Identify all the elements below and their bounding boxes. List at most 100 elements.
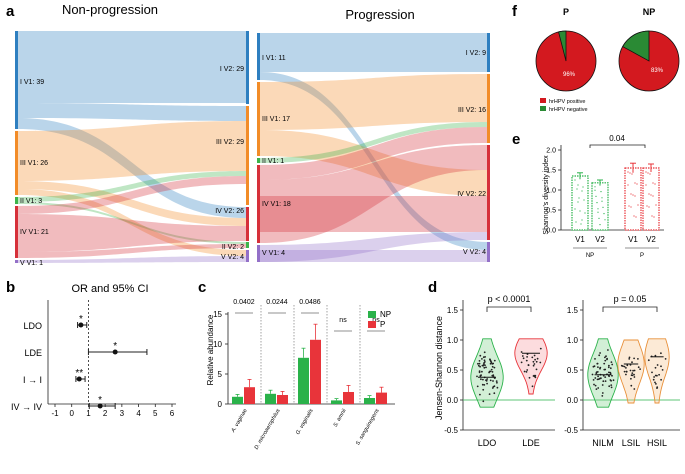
bar-e-dot xyxy=(577,184,579,186)
violin-point xyxy=(625,370,628,373)
bar-c-x-label: A. vaginae xyxy=(230,408,249,434)
violin-point xyxy=(481,383,484,386)
violin-body xyxy=(587,338,619,408)
bar-e-dot xyxy=(632,194,634,196)
violin-point xyxy=(660,352,662,355)
violin-bracket-left xyxy=(486,306,532,312)
violin-point xyxy=(492,380,494,382)
violin-point xyxy=(603,362,606,365)
bar-e-tick-label: 1.5 xyxy=(546,168,556,175)
violin-point xyxy=(633,373,635,376)
pie-slices xyxy=(535,30,680,92)
bar-e-dot xyxy=(597,211,599,213)
violin-point xyxy=(609,367,612,370)
violin-point xyxy=(625,367,627,369)
bar-e-dot xyxy=(648,206,650,208)
sankey-node-label: II V1: 1 xyxy=(262,158,284,165)
violin-point xyxy=(595,372,598,375)
sankey-node xyxy=(257,33,260,80)
forest-tick-label: -1 xyxy=(51,409,59,418)
bar-c-bar xyxy=(265,393,276,404)
forest-tick-label: 3 xyxy=(120,409,125,418)
violin-point xyxy=(520,361,523,364)
violin-point xyxy=(488,393,491,395)
sankey-flow xyxy=(18,181,246,226)
sankey-flow xyxy=(260,130,487,196)
violin-body xyxy=(617,339,645,404)
hpv-pie-charts: P NP 96% 83% hrHPV positive hrHPV negati… xyxy=(535,7,680,113)
bar-e-tick-label: 2.0 xyxy=(546,148,556,155)
violin-point xyxy=(623,365,626,368)
violin-point xyxy=(493,359,496,362)
bar-e-dot xyxy=(648,193,650,195)
bar-e-group-label: NP xyxy=(586,253,594,259)
panel-label-f: f xyxy=(512,3,518,20)
bar-c-bar xyxy=(277,395,288,404)
bar-c-tick-label: 10 xyxy=(213,340,222,349)
violin-point xyxy=(491,362,494,365)
violin-point xyxy=(604,376,607,378)
violin-ylabel: Jensen-Shannon distance xyxy=(434,316,444,420)
violin-point xyxy=(625,373,627,376)
bar-c-bar xyxy=(376,392,387,404)
violin-point xyxy=(652,378,655,381)
violin-point xyxy=(651,371,653,374)
sankey-flow xyxy=(18,202,246,244)
bar-e-dot xyxy=(655,204,657,206)
sankey-flow xyxy=(260,122,487,163)
violin-point xyxy=(622,365,624,367)
legend-swatch-np xyxy=(368,311,376,318)
violin-point xyxy=(533,363,536,365)
sankey-node xyxy=(257,82,260,156)
violin-point xyxy=(597,378,600,381)
bar-c-bar xyxy=(244,387,255,404)
violin-point xyxy=(483,351,486,354)
sankey-node xyxy=(246,242,249,248)
violin-point xyxy=(599,367,601,370)
violin-point xyxy=(656,387,658,389)
violin-point xyxy=(604,359,607,362)
sankey-flow xyxy=(18,256,246,263)
sankey-node xyxy=(487,74,490,143)
violin-point xyxy=(523,370,526,373)
violin-point xyxy=(632,369,634,372)
bar-c-x-label: G. vaginalis xyxy=(295,408,315,436)
legend-label-hpv-negative: hrHPV negative xyxy=(549,107,588,113)
violin-point xyxy=(658,373,660,376)
panel-label-b: b xyxy=(6,279,15,296)
bar-c-pvalue: ns xyxy=(372,317,380,324)
sankey-node-label: V V1: 4 xyxy=(262,250,285,257)
pie-percent-label: 83% xyxy=(651,68,664,74)
sankey-node-label: V V2: 4 xyxy=(221,254,244,261)
violin-group-label: LDO xyxy=(478,438,497,448)
bar-e-dot xyxy=(634,195,636,197)
sankey-flow xyxy=(18,103,246,121)
violin-point xyxy=(496,386,499,389)
violin-point xyxy=(660,378,662,381)
bar-e-dot xyxy=(645,171,647,173)
violin-point xyxy=(647,359,650,362)
bar-e-dot xyxy=(627,184,629,186)
violin-point xyxy=(604,356,606,359)
violin-tick-label: 0.5 xyxy=(447,366,459,375)
bar-e-dot xyxy=(601,197,603,199)
bar-e-dot xyxy=(576,188,578,190)
violin-point xyxy=(534,374,537,377)
violin-point xyxy=(608,371,610,374)
violin-point xyxy=(527,364,530,367)
violin-point xyxy=(522,357,525,360)
violin-point xyxy=(528,376,531,379)
violin-point xyxy=(477,362,479,365)
bar-e-dot xyxy=(628,205,630,207)
violin-point xyxy=(482,400,485,403)
violin-point xyxy=(479,354,482,357)
violin-point xyxy=(478,360,481,362)
sankey-flow xyxy=(18,189,246,256)
bar-c-bar xyxy=(232,396,243,404)
panel-label-c: c xyxy=(198,279,206,296)
violin-tick-label: 0.5 xyxy=(567,366,579,375)
violin-point xyxy=(623,370,626,373)
violin-point xyxy=(597,366,599,368)
